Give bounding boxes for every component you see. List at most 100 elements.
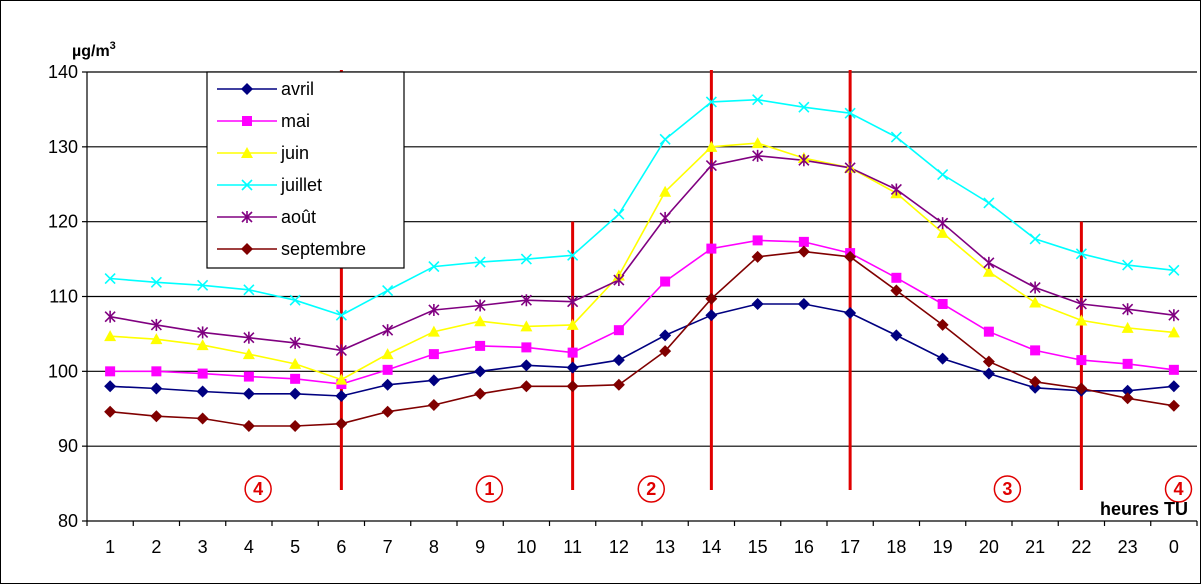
point-avril-3 — [196, 385, 209, 398]
point-août-7 — [382, 324, 394, 337]
legend-marker-juillet — [241, 179, 253, 191]
x-tick-label-5: 5 — [290, 537, 300, 557]
point-août-6 — [335, 344, 347, 357]
point-juin-3 — [196, 339, 209, 351]
point-septembre-10 — [520, 380, 533, 393]
point-juillet-19 — [937, 168, 949, 181]
point-septembre-13 — [659, 345, 672, 358]
point-avril-5 — [289, 387, 302, 400]
point-août-14 — [705, 159, 717, 172]
y-tick-label-130: 130 — [48, 137, 78, 157]
point-juillet-11 — [567, 249, 579, 261]
point-avril-15 — [751, 297, 764, 310]
x-tick-label-11: 11 — [563, 537, 582, 557]
x-tick-label-23: 23 — [1118, 537, 1138, 557]
point-juin-7 — [381, 348, 394, 360]
point-juillet-2 — [150, 276, 162, 288]
legend-label-juillet: juillet — [280, 175, 322, 195]
point-mai-2 — [151, 366, 162, 377]
x-tick-label-22: 22 — [1071, 537, 1091, 557]
point-août-15 — [752, 149, 764, 162]
point-août-17 — [844, 161, 856, 174]
point-mai-20 — [983, 326, 994, 337]
period-circle-0 — [244, 475, 272, 503]
point-mai-22 — [1076, 355, 1087, 366]
point-août-16 — [798, 154, 810, 167]
point-août-5 — [289, 336, 301, 349]
point-septembre-7 — [381, 405, 394, 418]
point-mai-3 — [197, 368, 208, 379]
point-juillet-1 — [104, 272, 116, 285]
point-juin-8 — [427, 325, 440, 337]
x-tick-label-20: 20 — [979, 537, 999, 557]
point-avril-10 — [520, 359, 533, 372]
x-tick-label-9: 9 — [475, 537, 485, 557]
point-mai-16 — [798, 236, 809, 247]
series-line-septembre — [110, 250, 1175, 427]
point-septembre-0 — [1167, 399, 1180, 412]
legend-marker-juin — [241, 147, 253, 158]
period-label-4: 4 — [1173, 479, 1183, 499]
y-tick-label-140: 140 — [48, 62, 78, 82]
series-line-juin — [110, 142, 1174, 381]
point-juillet-16 — [798, 101, 810, 113]
point-mai-7 — [382, 364, 393, 375]
point-mai-12 — [613, 325, 624, 336]
point-mai-14 — [706, 243, 717, 254]
point-septembre-5 — [289, 419, 302, 432]
x-tick-label-0: 0 — [1169, 537, 1179, 557]
point-septembre-14 — [705, 292, 718, 305]
point-août-19 — [937, 217, 949, 230]
point-août-21 — [1029, 281, 1041, 294]
point-juin-9 — [474, 315, 487, 327]
point-avril-0 — [1167, 380, 1180, 393]
point-août-10 — [520, 294, 532, 307]
point-juillet-13 — [659, 133, 671, 145]
point-juin-2 — [150, 333, 163, 345]
point-août-9 — [474, 299, 486, 312]
x-tick-label-14: 14 — [701, 537, 721, 557]
point-septembre-17 — [844, 250, 857, 263]
x-tick-label-10: 10 — [516, 537, 536, 557]
x-tick-label-13: 13 — [655, 537, 675, 557]
point-septembre-22 — [1075, 382, 1088, 395]
point-avril-18 — [890, 329, 903, 342]
point-juin-6 — [335, 373, 348, 385]
point-septembre-9 — [474, 387, 487, 400]
point-juin-4 — [242, 348, 255, 360]
point-septembre-3 — [196, 412, 209, 425]
point-juin-19 — [936, 226, 949, 238]
point-avril-19 — [936, 352, 949, 365]
point-juillet-7 — [382, 284, 394, 297]
point-septembre-20 — [982, 355, 995, 368]
point-juillet-20 — [983, 197, 995, 209]
period-circle-3 — [993, 475, 1022, 503]
y-tick-label-80: 80 — [58, 511, 78, 531]
point-avril-4 — [242, 387, 255, 400]
point-juillet-23 — [1122, 259, 1134, 271]
point-juillet-10 — [520, 253, 532, 265]
point-avril-9 — [474, 365, 487, 378]
x-axis-label: heures TU — [1100, 499, 1188, 519]
period-circle-4 — [1164, 475, 1193, 503]
series-line-mai — [110, 239, 1175, 385]
legend-label-septembre: septembre — [281, 239, 366, 259]
point-août-2 — [150, 318, 162, 331]
point-septembre-12 — [612, 378, 625, 391]
legend-label-avril: avril — [281, 79, 314, 99]
point-septembre-6 — [335, 417, 348, 430]
x-tick-label-8: 8 — [429, 537, 439, 557]
point-avril-2 — [150, 382, 163, 395]
point-juin-13 — [659, 185, 672, 197]
y-tick-label-100: 100 — [48, 361, 78, 381]
point-septembre-16 — [797, 245, 810, 258]
period-circle-2 — [637, 475, 665, 503]
point-mai-15 — [752, 235, 763, 246]
point-avril-8 — [427, 374, 440, 387]
y-axis-label: µg/m3 — [72, 40, 116, 60]
point-septembre-4 — [242, 419, 255, 432]
point-juillet-8 — [428, 261, 440, 273]
point-juillet-0 — [1168, 264, 1180, 276]
point-mai-18 — [891, 272, 902, 283]
